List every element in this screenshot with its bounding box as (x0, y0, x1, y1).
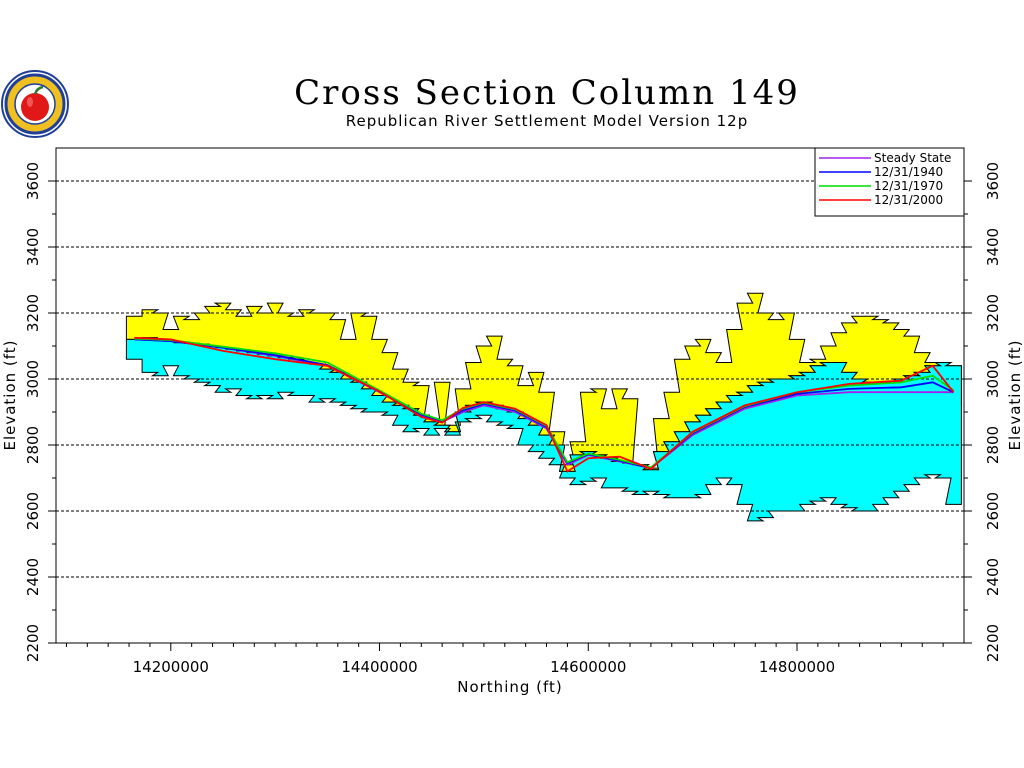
plot-frame (55, 147, 965, 644)
y-tick-label-right: 3600 (984, 162, 1002, 200)
y-tick-label-right: 3200 (984, 294, 1002, 332)
axis-ticks: 14200000 14400000 14600000 14800000 2200 2200… (24, 162, 1002, 676)
legend-entry: Steady State (874, 151, 951, 165)
y-tick-label-left: 3000 (24, 360, 42, 398)
x-tick-label: 14200000 (133, 658, 209, 676)
y-tick-label-left: 3400 (24, 228, 42, 266)
x-tick-label: 14400000 (341, 658, 417, 676)
legend: Steady State12/31/194012/31/197012/31/20… (814, 147, 965, 217)
y-tick-label-right: 3000 (984, 360, 1002, 398)
chart-title: Cross Section Column 149 (294, 73, 800, 113)
y-tick-label-left: 2200 (24, 624, 42, 662)
y-tick-label-left: 3600 (24, 162, 42, 200)
plot-area (125, 292, 962, 522)
y-tick-label-left: 2400 (24, 558, 42, 596)
chart-subtitle: Republican River Settlement Model Versio… (346, 112, 748, 130)
y-tick-label-left: 2600 (24, 492, 42, 530)
legend-entry: 12/31/1970 (874, 179, 943, 193)
series-line-12-31-2000 (134, 336, 955, 473)
y-tick-label-right: 3400 (984, 228, 1002, 266)
legend-box (814, 147, 965, 217)
y-axis-label-right: Elevation (ft) (1006, 339, 1024, 450)
series-lines (134, 336, 955, 473)
y-tick-label-left: 2800 (24, 426, 42, 464)
y-axis-label-left: Elevation (ft) (1, 339, 19, 450)
y-tick-label-right: 2200 (984, 624, 1002, 662)
y-tick-label-right: 2600 (984, 492, 1002, 530)
legend-entry: 12/31/2000 (874, 193, 943, 207)
legend-entry: 12/31/1940 (874, 165, 943, 179)
y-tick-label-right: 2800 (984, 426, 1002, 464)
y-tick-label-left: 3200 (24, 294, 42, 332)
x-axis-label: Northing (ft) (457, 678, 563, 696)
y-tick-label-right: 2400 (984, 558, 1002, 596)
x-tick-label: 14800000 (759, 658, 835, 676)
state-seal-apple-icon (1, 70, 69, 138)
x-tick-label: 14600000 (550, 658, 626, 676)
